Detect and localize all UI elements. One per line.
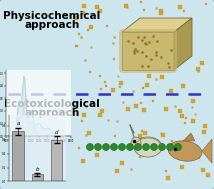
Circle shape	[103, 143, 110, 150]
Bar	[32, 174, 43, 181]
Circle shape	[166, 143, 174, 150]
Polygon shape	[122, 32, 174, 70]
Polygon shape	[183, 133, 195, 141]
Polygon shape	[202, 139, 212, 163]
FancyBboxPatch shape	[119, 29, 177, 73]
Polygon shape	[122, 18, 192, 32]
Text: approach: approach	[24, 108, 80, 118]
Circle shape	[143, 143, 150, 150]
Circle shape	[174, 143, 181, 150]
Circle shape	[159, 143, 165, 150]
Text: d: d	[55, 130, 58, 135]
Ellipse shape	[131, 137, 141, 149]
Text: b: b	[36, 167, 39, 172]
Circle shape	[150, 143, 158, 150]
Ellipse shape	[134, 137, 162, 157]
Circle shape	[95, 143, 101, 150]
Circle shape	[135, 143, 141, 150]
Ellipse shape	[168, 141, 202, 161]
Bar	[12, 131, 24, 181]
Circle shape	[86, 143, 94, 150]
Circle shape	[126, 143, 134, 150]
Text: Physicochemical: Physicochemical	[3, 11, 101, 21]
Circle shape	[110, 143, 117, 150]
Text: a: a	[16, 121, 20, 126]
Polygon shape	[174, 18, 192, 70]
Circle shape	[119, 143, 125, 150]
Text: Ecotoxicological: Ecotoxicological	[4, 99, 100, 109]
Text: approach: approach	[24, 20, 80, 30]
Bar	[51, 140, 62, 181]
